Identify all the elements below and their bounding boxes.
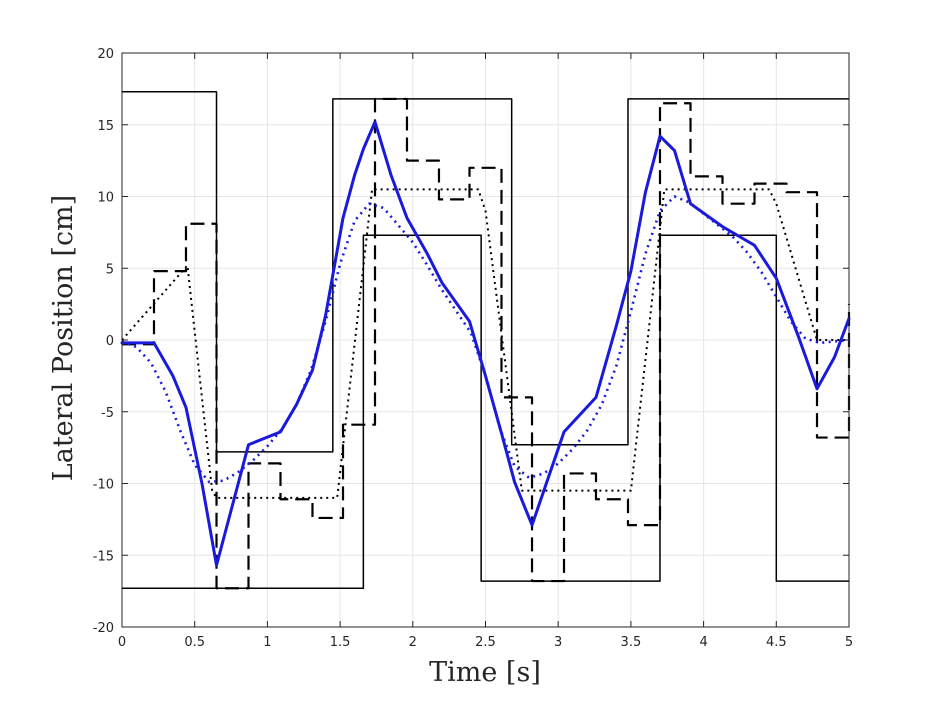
x-tick-label: 3.5	[621, 635, 642, 650]
axes	[121, 52, 850, 628]
y-tick-label: -5	[101, 406, 114, 421]
x-tick-label: 5	[845, 635, 853, 650]
y-tick-label: -20	[93, 621, 114, 636]
x-tick-label: 1	[263, 635, 271, 650]
y-tick-label: 5	[106, 262, 114, 277]
y-tick-label: -10	[93, 478, 114, 493]
x-tick-label: 2.5	[475, 635, 496, 650]
x-tick-label: 0.5	[184, 635, 205, 650]
series-layer	[120, 91, 851, 590]
x-tick-label: 4	[699, 635, 707, 650]
y-tick-label: 0	[106, 334, 114, 349]
x-tick-label: 0	[118, 635, 126, 650]
y-tick-label: 20	[97, 47, 114, 62]
y-tick-label: -15	[93, 549, 114, 564]
y-tick-label: 15	[97, 119, 114, 134]
y-tick-label: 10	[97, 191, 114, 206]
grid	[121, 52, 850, 628]
x-axis-label: Time [s]	[429, 657, 541, 688]
series-line-dotted-black	[121, 188, 849, 499]
x-tick-label: 1.5	[330, 635, 351, 650]
tick-labels: 0 0.5 1 1.5 2 2.5 3 3.5 4 4.5 5 -20 -15 -10 -5 0 5 10 15 20	[93, 47, 853, 650]
series-line-solid-blue-thick	[120, 120, 851, 567]
y-axis-label: Lateral Position [cm]	[48, 195, 79, 481]
x-tick-label: 3	[554, 635, 562, 650]
x-tick-label: 2	[409, 635, 417, 650]
x-tick-label: 4.5	[766, 635, 787, 650]
series-line-solid-black-thin	[121, 234, 850, 589]
series-line-dashed-black	[122, 97, 851, 590]
